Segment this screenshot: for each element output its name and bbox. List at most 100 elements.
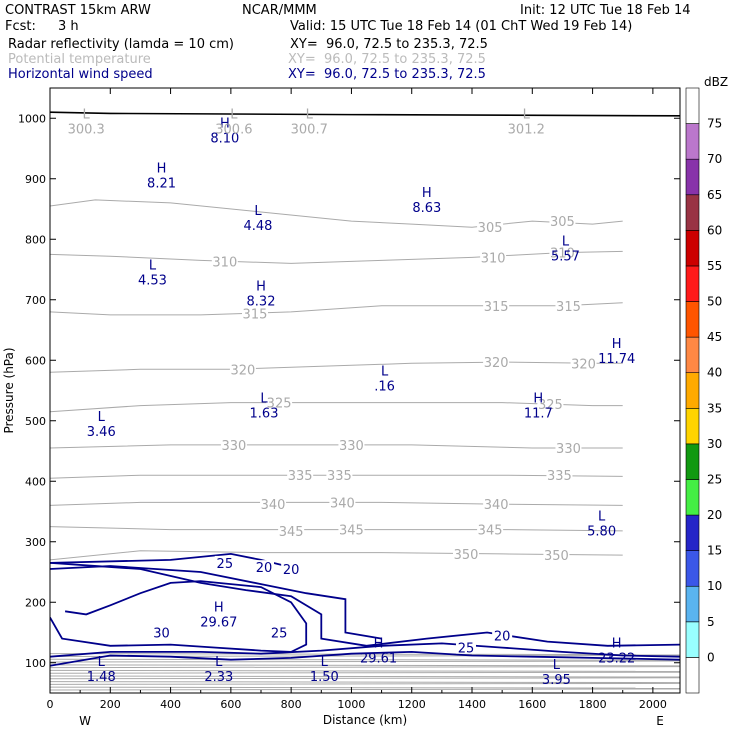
- theta-contour-label: 315: [243, 308, 268, 323]
- theta-contour-label: 320: [571, 357, 596, 372]
- extremum-value: 1.63: [250, 407, 279, 422]
- theta-label-bg: [543, 548, 570, 562]
- y-tick-label: 600: [25, 354, 46, 367]
- theta-contour-upper: [50, 686, 680, 689]
- extremum-value: 8.21: [147, 177, 176, 192]
- x-tick-label: 2000: [639, 698, 667, 711]
- theta-label-bg: [211, 254, 238, 268]
- colorbar-swatch: [685, 514, 700, 551]
- extremum-value: 5.80: [587, 525, 616, 540]
- y-tick-label: 1000: [18, 112, 46, 125]
- extremum-value: 4.48: [244, 219, 273, 234]
- wind-contour-1: [50, 642, 680, 658]
- theta-label-bg: [549, 245, 576, 259]
- theta-contour-label: 315: [484, 300, 509, 315]
- theta-label-bg: [287, 468, 314, 482]
- extremum-type: L: [149, 259, 157, 274]
- extremum-value: .16: [374, 379, 395, 394]
- extremum-type: L: [98, 410, 106, 425]
- y-tick-label: 700: [25, 294, 46, 307]
- colorbar-label: 55: [707, 259, 722, 273]
- extremum-value: 1.50: [310, 670, 339, 685]
- wind-label-bg: [214, 555, 235, 569]
- x-tick-label: 600: [220, 698, 241, 711]
- extremum-type: H: [214, 600, 224, 615]
- west-label: W: [79, 714, 91, 728]
- colorbar-label: 25: [707, 472, 722, 486]
- valid-time: Valid: 15 UTC Tue 18 Feb 14 (01 ChT Wed …: [290, 19, 633, 34]
- theta-label-bg: [452, 546, 479, 560]
- extremum-value: 3.46: [87, 425, 116, 440]
- theta-contour-label: 345: [339, 524, 364, 539]
- colorbar-swatch: [685, 87, 700, 124]
- colorbar-swatch: [685, 372, 700, 409]
- y-tick-label: 400: [25, 475, 46, 488]
- x-tick-label: 800: [281, 698, 302, 711]
- theta-contour-label: 345: [279, 525, 304, 540]
- wind-contour-label: 25: [271, 627, 288, 642]
- extremum-type: H: [374, 637, 384, 652]
- theta-label-bg: [537, 396, 564, 410]
- theta-contour-label: 325: [267, 397, 292, 412]
- colorbar-label: 0: [707, 650, 715, 664]
- colorbar-label: 65: [707, 188, 722, 202]
- colorbar-label: 70: [707, 152, 722, 166]
- extremum-value: 3.95: [542, 673, 571, 688]
- theta-contour-325: [50, 402, 623, 413]
- wind-contour-label: 20: [283, 563, 300, 578]
- colorbar-label: 30: [707, 437, 722, 451]
- theta-label-bg: [549, 214, 576, 228]
- theta-contour-345: [50, 526, 623, 532]
- theta-contour-label: 320: [484, 356, 509, 371]
- theta-contour-320: [50, 361, 623, 373]
- colorbar-label: 5: [707, 615, 715, 629]
- field-name-reflectivity: Radar reflectivity (lamda = 10 cm): [8, 37, 234, 52]
- theta-label-bg: [555, 298, 582, 312]
- theta-contour-335: [50, 474, 623, 479]
- extremum-value: 11.74: [598, 352, 635, 367]
- wind-label-bg: [269, 625, 290, 639]
- theta-contour-upper: [50, 681, 680, 684]
- theta-contour-label: 320: [231, 363, 256, 378]
- colorbar-label: 60: [707, 223, 722, 237]
- extremum-type: L: [598, 510, 606, 525]
- colorbar-label: 45: [707, 330, 722, 344]
- y-tick-label: 300: [25, 536, 46, 549]
- colorbar-swatch: [685, 407, 700, 445]
- extremum-value: 300.6: [215, 122, 252, 137]
- theta-contour-label: 310: [212, 256, 237, 271]
- extremum-value: 11.7: [524, 407, 553, 422]
- theta-label-bg: [555, 440, 582, 454]
- theta-contour-label: 345: [478, 524, 503, 539]
- theta-contour-upper: [50, 675, 680, 678]
- y-tick-label: 200: [25, 596, 46, 609]
- theta-label-bg: [338, 437, 365, 451]
- extremum-type: L: [553, 658, 561, 673]
- theta-contour-label: 330: [221, 439, 246, 454]
- x-tick-label: 1600: [518, 698, 546, 711]
- extremum-type: H: [256, 280, 266, 295]
- extremum-type: L: [381, 364, 389, 379]
- colorbar-swatch: [685, 479, 700, 516]
- wind-contour-label: 20: [494, 630, 511, 645]
- theta-contour-label: 330: [556, 442, 581, 457]
- theta-contour-label: 325: [538, 398, 563, 413]
- colorbar-swatch: [685, 621, 700, 658]
- theta-label-bg: [483, 298, 510, 312]
- extremum-value: 29.67: [200, 615, 237, 630]
- colorbar-label: 15: [707, 544, 722, 558]
- theta-contour-label: 340: [261, 498, 286, 513]
- wind-label-bg: [492, 628, 513, 642]
- colorbar-swatch: [685, 194, 700, 231]
- field-xy-wind: XY= 96.0, 72.5 to 235.3, 72.5: [288, 67, 486, 82]
- fcst-value: 3 h: [58, 19, 79, 34]
- theta-contour-315: [50, 302, 623, 316]
- theta-label-bg: [483, 355, 510, 369]
- theta-contour-upper: [50, 682, 680, 685]
- surface-line: [50, 111, 680, 117]
- colorbar-swatch: [685, 585, 700, 623]
- theta-label-bg: [477, 220, 504, 234]
- theta-label-bg: [338, 522, 365, 536]
- theta-contour-upper: [50, 669, 680, 672]
